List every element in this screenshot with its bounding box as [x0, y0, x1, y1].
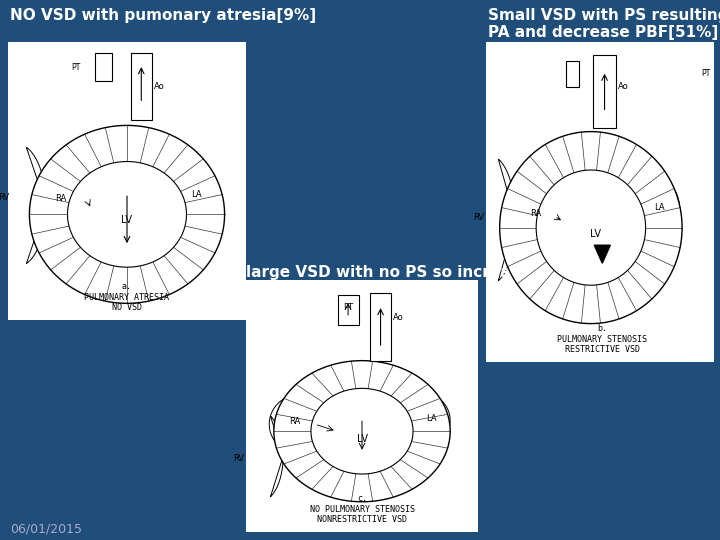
Polygon shape	[536, 170, 646, 285]
Text: LA: LA	[191, 190, 202, 199]
Polygon shape	[271, 416, 283, 497]
Bar	[95, 53, 112, 81]
Text: Small VSD with PS resulting in hypoplasia of
PA and decrease PBF[51%]: Small VSD with PS resulting in hypoplasi…	[488, 8, 720, 40]
Polygon shape	[420, 393, 450, 448]
Bar	[486, 42, 714, 362]
Text: LV: LV	[122, 215, 132, 225]
Text: RV: RV	[474, 213, 485, 222]
Text: Ao: Ao	[618, 82, 629, 91]
Text: LA: LA	[426, 414, 437, 423]
Polygon shape	[274, 361, 450, 502]
Text: PT: PT	[701, 70, 710, 78]
Text: NO VSD with pumonary atresia[9%]: NO VSD with pumonary atresia[9%]	[10, 8, 316, 23]
Text: Ao: Ao	[154, 82, 165, 91]
Text: b.
PULMONARY STENOSIS
RESTRICTIVE VSD: b. PULMONARY STENOSIS RESTRICTIVE VSD	[557, 324, 647, 354]
Text: LV: LV	[590, 229, 601, 239]
Polygon shape	[311, 388, 413, 474]
Text: RA: RA	[55, 194, 66, 203]
Polygon shape	[27, 147, 46, 264]
Bar	[593, 55, 616, 129]
Polygon shape	[649, 175, 680, 246]
Polygon shape	[34, 162, 73, 240]
Polygon shape	[269, 394, 305, 454]
Polygon shape	[507, 174, 544, 258]
Text: PT: PT	[71, 63, 81, 71]
Text: c.
NO PULMONARY STENOSIS
NONRESTRICTIVE VSD: c. NO PULMONARY STENOSIS NONRESTRICTIVE …	[310, 494, 415, 524]
Text: RV: RV	[233, 455, 245, 463]
Text: RV: RV	[0, 193, 9, 202]
Bar	[370, 293, 391, 361]
Text: Ao: Ao	[393, 313, 404, 322]
Polygon shape	[68, 161, 186, 267]
Polygon shape	[594, 245, 611, 263]
Bar	[8, 42, 246, 320]
Text: PT: PT	[343, 303, 353, 312]
Bar	[246, 280, 478, 532]
Text: LA: LA	[654, 204, 665, 212]
Text: RA: RA	[289, 417, 300, 426]
Text: a.
PULMONARY ATRESIA
NO VSD: a. PULMONARY ATRESIA NO VSD	[84, 282, 169, 312]
Text: 06/01/2015: 06/01/2015	[10, 522, 82, 535]
Text: LV: LV	[356, 434, 367, 444]
Bar	[566, 61, 580, 87]
Text: large VSD with no PS so increase
PBF[9%]: large VSD with no PS so increase PBF[9%]	[246, 265, 530, 298]
Bar	[338, 295, 359, 326]
Text: RA: RA	[531, 209, 541, 218]
Polygon shape	[498, 159, 516, 281]
Polygon shape	[184, 163, 217, 230]
Polygon shape	[30, 125, 225, 303]
Polygon shape	[500, 132, 682, 323]
Bar	[130, 53, 152, 120]
